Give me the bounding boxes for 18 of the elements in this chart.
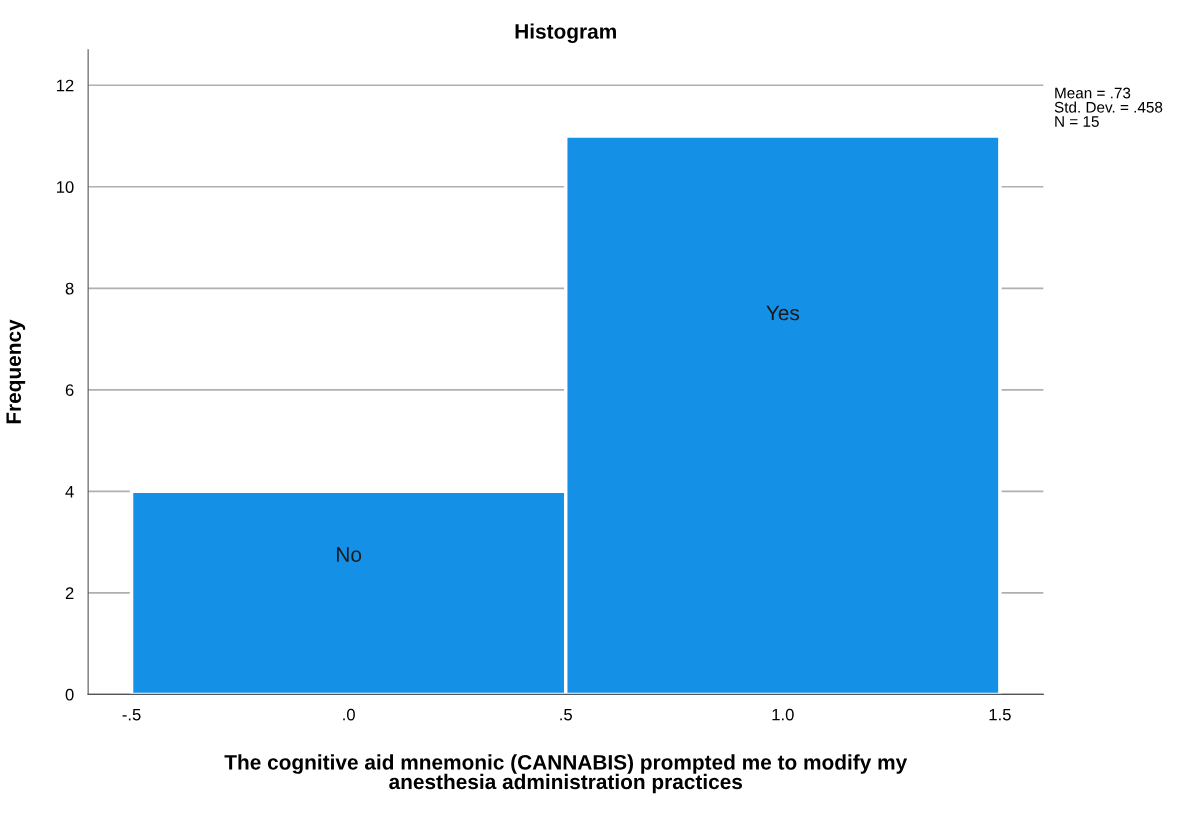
y-tick-label: 8 <box>65 282 74 295</box>
y-tick-label: 10 <box>56 181 74 193</box>
x-tick-label: .5 <box>560 708 572 721</box>
y-tick-label: 6 <box>65 384 74 397</box>
annotation: No <box>337 547 362 562</box>
chart-title: Histogram <box>515 23 616 44</box>
y-tick-label: 2 <box>65 587 74 599</box>
y-tick-label: 4 <box>65 485 74 498</box>
y-tick-label: 0 <box>65 688 74 701</box>
x-tick-label: .0 <box>343 708 355 721</box>
x-tick-label: 1.0 <box>772 708 794 721</box>
x-tick-label: -.5 <box>122 708 141 721</box>
text: Mean = .73 Std. Dev. = .458 N = 15 <box>1054 87 1163 127</box>
y-axis-title: Frequency <box>6 319 26 424</box>
y-tick-label: 12 <box>56 79 74 92</box>
x-axis-title: The cognitive aid mnemonic (CANNABIS) prompted me to modify my anesthesia administration practices <box>224 754 908 794</box>
x-tick-label: 1.5 <box>989 708 1011 721</box>
annotation: Yes <box>766 305 800 321</box>
